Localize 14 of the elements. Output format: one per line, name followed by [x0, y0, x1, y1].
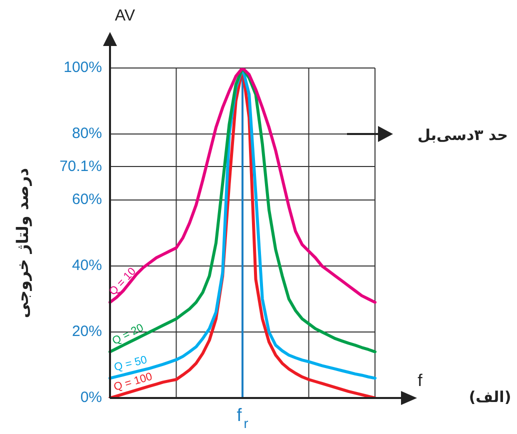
y-tick-label: 20% [72, 323, 102, 340]
y-axis-title: درصد ولتاژ خروجی [13, 168, 32, 318]
text: Q = 10 [106, 266, 139, 298]
x-axis-title: f [418, 371, 423, 390]
text: (الف) [468, 388, 512, 406]
text: AV [114, 7, 136, 24]
y-tick-label: 0% [80, 389, 102, 406]
y-tick-label: 100% [64, 59, 102, 76]
text: Q = 20 [110, 322, 146, 348]
y-tick-label: 70.1% [59, 158, 102, 175]
text: حد ۳دسی‌بل [417, 126, 508, 144]
y-tick-label: 80% [72, 125, 102, 142]
y-tick-label: 40% [72, 257, 102, 274]
y-tick-label: 60% [72, 191, 102, 208]
